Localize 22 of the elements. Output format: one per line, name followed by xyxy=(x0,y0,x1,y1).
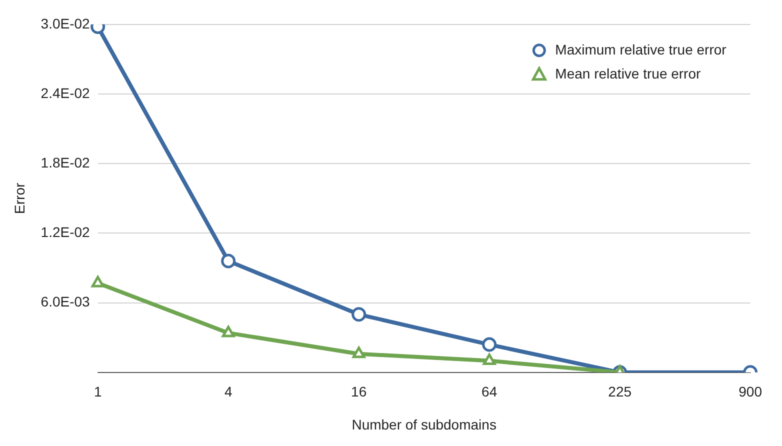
point xyxy=(222,326,235,338)
point xyxy=(482,337,497,352)
x-tick-label: 16 xyxy=(351,384,367,400)
legend-label: Maximum relative true error xyxy=(555,41,727,58)
y-tick-label: 3.0E-02 xyxy=(40,15,90,32)
x-axis-title: Number of subdomains xyxy=(352,416,496,432)
legend-label: Mean relative true error xyxy=(555,65,702,82)
x-tick-label: 900 xyxy=(738,384,762,400)
y-tick-label: 1.2E-02 xyxy=(40,224,90,240)
y-tick-label: 1.8E-02 xyxy=(40,154,90,170)
point xyxy=(221,254,236,268)
point xyxy=(91,276,104,288)
point xyxy=(352,307,366,322)
point xyxy=(482,354,496,366)
x-tick-label: 1 xyxy=(94,384,102,400)
x-tick-label: 4 xyxy=(224,384,232,400)
y-axis-title: Error xyxy=(11,182,28,214)
y-tick-label: 2.4E-02 xyxy=(40,84,90,101)
point xyxy=(352,346,366,358)
x-tick-label: 225 xyxy=(608,384,632,400)
x-tick-label: 64 xyxy=(482,384,498,400)
y-tick-label: 6.0E-03 xyxy=(40,294,90,310)
